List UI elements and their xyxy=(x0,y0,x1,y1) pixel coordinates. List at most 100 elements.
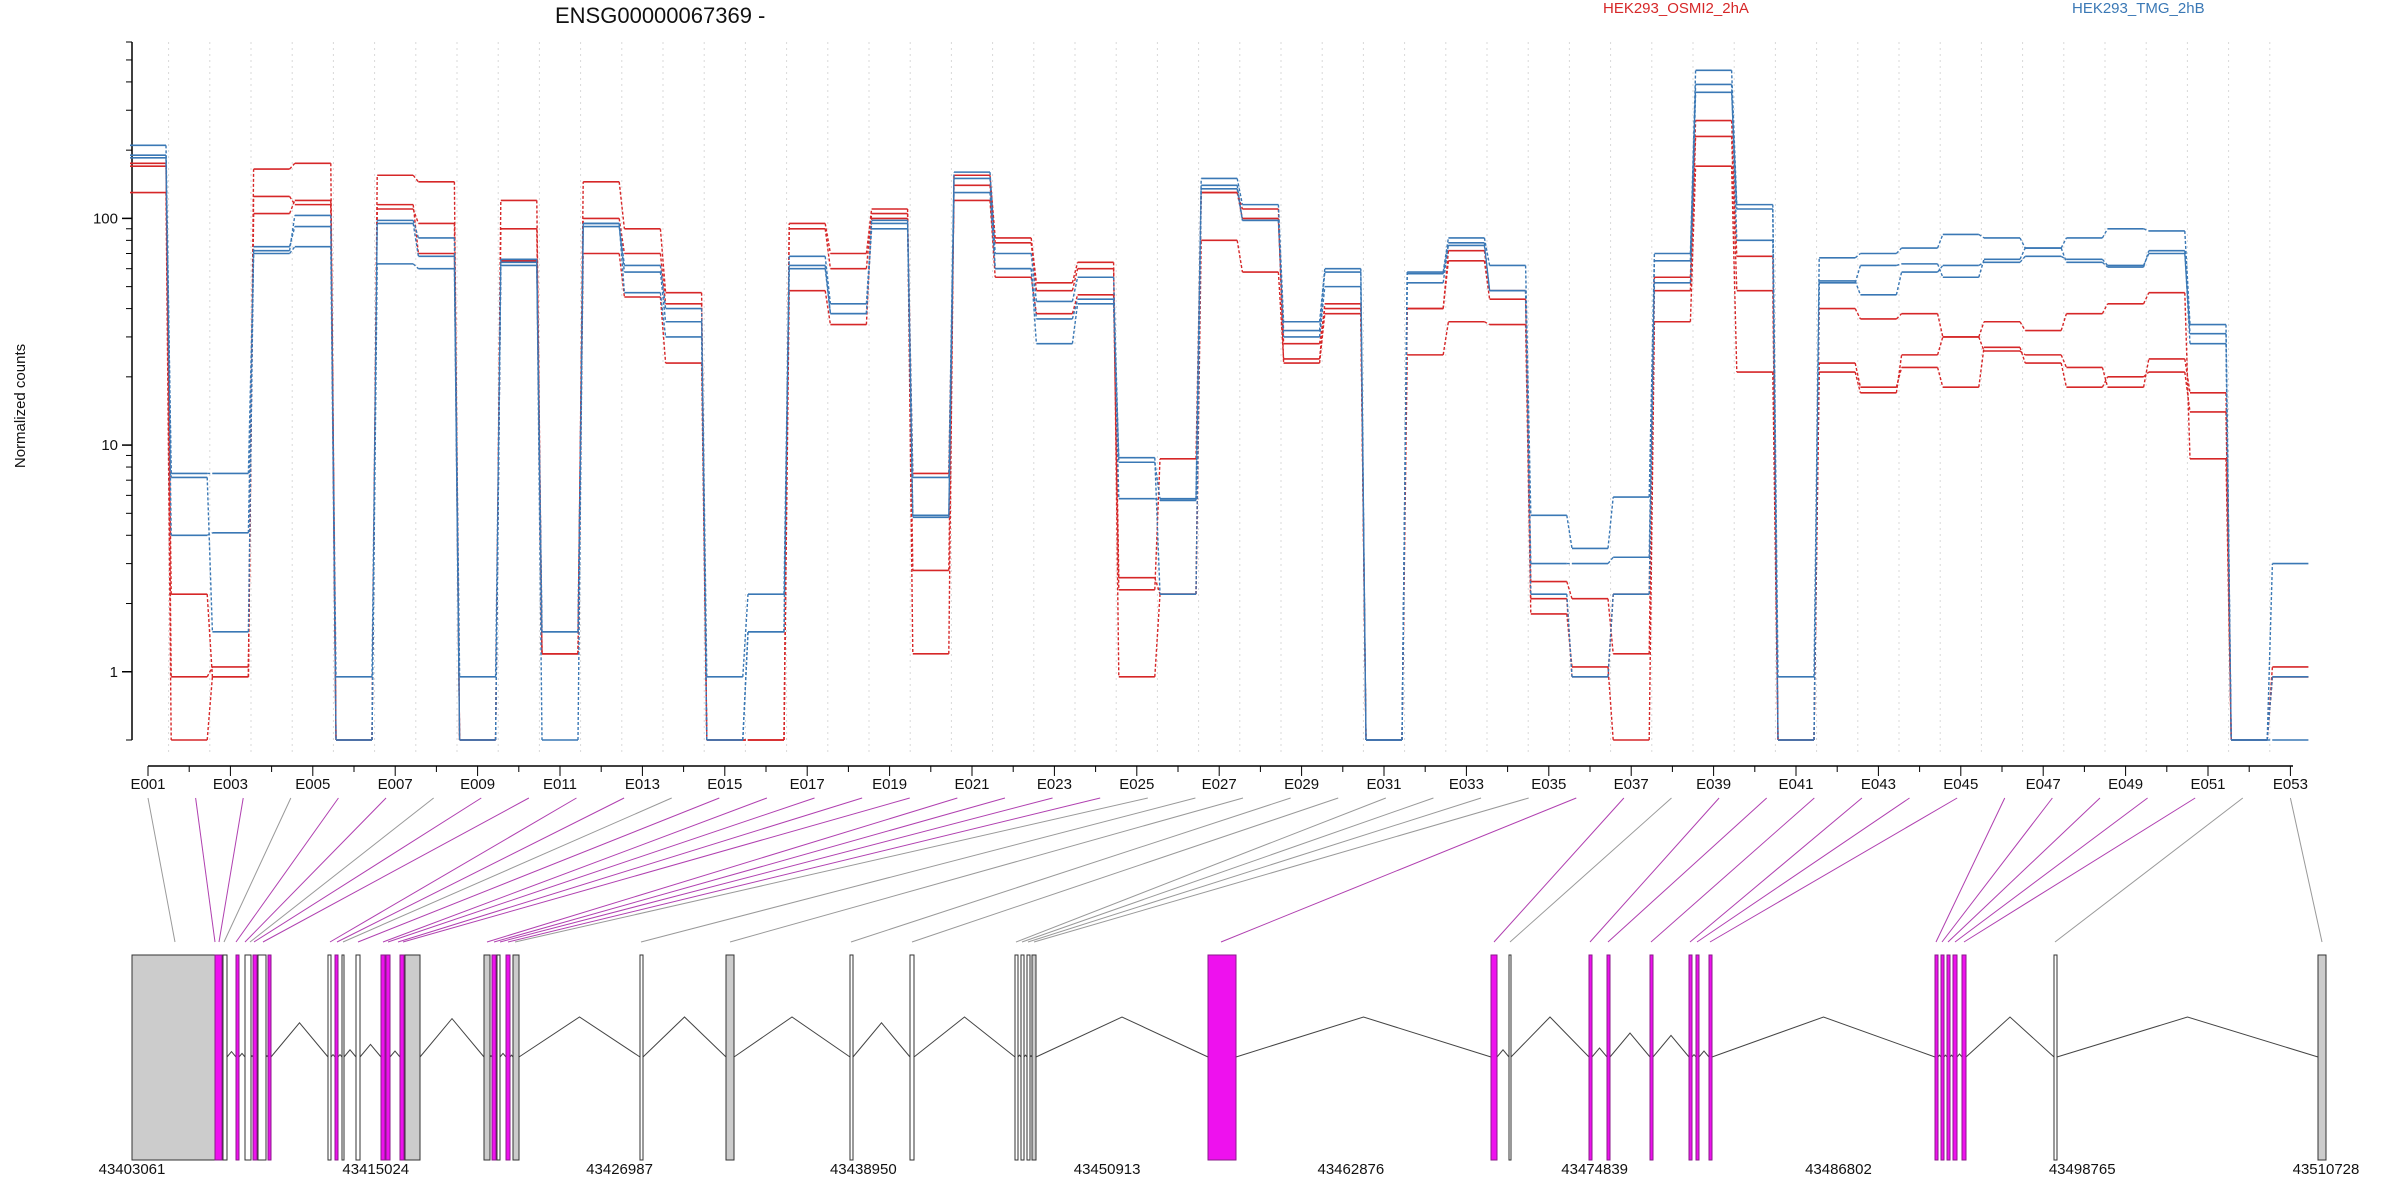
series-5-connector-E005 xyxy=(330,215,337,741)
exon-block-40 xyxy=(1940,954,1945,1161)
y-axis-ticks: 1 10 100 xyxy=(93,41,132,741)
series-0-connector-E039 xyxy=(1730,166,1738,373)
connector-line-16 xyxy=(397,797,863,943)
exon-block-41 xyxy=(1946,954,1951,1161)
connector-line-13 xyxy=(357,797,720,943)
series-5-connector-E049 xyxy=(2142,250,2150,268)
series-3-connector-E049 xyxy=(2143,228,2150,232)
series-4-connector-E037 xyxy=(1648,260,1656,558)
x-tick-label-E041: E041 xyxy=(1778,776,1813,793)
series-2-connector-E014 xyxy=(700,363,708,741)
exon-block-3 xyxy=(222,954,228,1161)
series-2-connector-E043 xyxy=(1895,313,1903,320)
intron-31 xyxy=(1496,1049,1510,1058)
series-0-connector-E050 xyxy=(2184,292,2191,459)
x-tick-label-E045: E045 xyxy=(1943,776,1978,793)
connector-line-10 xyxy=(329,797,577,943)
coordinate-label-43450913: 43450913 xyxy=(1074,1161,1141,1178)
exon-block-5 xyxy=(244,954,252,1161)
series-1-connector-E025 xyxy=(1154,577,1161,595)
legend-tmg: HEK293_TMG_2hB xyxy=(2072,0,2205,17)
coordinate-label-43474839: 43474839 xyxy=(1561,1161,1628,1178)
y-axis-label: Normalized counts xyxy=(12,344,29,468)
series-3-connector-E023 xyxy=(1071,277,1079,302)
exon-block-17 xyxy=(483,954,491,1161)
coordinate-label-43510728: 43510728 xyxy=(2293,1161,2360,1178)
series-3-connector-E002 xyxy=(206,477,214,632)
series-5-connector-E008 xyxy=(453,256,461,741)
connector-line-28 xyxy=(1021,797,1434,943)
series-0-connector-E045 xyxy=(1978,321,1985,338)
x-tick-label-E035: E035 xyxy=(1531,776,1566,793)
series-2-connector-E045 xyxy=(1978,336,1985,352)
exon-block-10 xyxy=(334,954,339,1161)
series-3-connector-E006 xyxy=(371,220,378,677)
series-2-connector-E050 xyxy=(2184,358,2191,393)
series-1-connector-E043 xyxy=(1895,367,1903,388)
series-3-connector-E046 xyxy=(2019,237,2026,249)
exon-block-21 xyxy=(512,954,520,1161)
chart-title: ENSG00000067369 - xyxy=(555,3,765,28)
connector-line-42 xyxy=(1947,797,2101,943)
x-tick-label-E013: E013 xyxy=(625,776,660,793)
series-5-connector-E030 xyxy=(1360,286,1367,741)
intron-24 xyxy=(852,1022,911,1058)
connector-line-31 xyxy=(1220,797,1577,943)
series-1-connector-E029 xyxy=(1318,308,1326,344)
series-3-connector-E016 xyxy=(783,256,790,595)
x-tick-label-E037: E037 xyxy=(1614,776,1649,793)
series-0-connector-E038 xyxy=(1689,166,1697,322)
series-4-connector-E046 xyxy=(2019,255,2026,263)
connector-line-26 xyxy=(911,797,1339,943)
exon-block-33 xyxy=(1588,954,1593,1161)
series-1-connector-E044 xyxy=(1936,367,1944,388)
series-5-connector-E045 xyxy=(1978,259,1985,278)
series-0-connector-E036 xyxy=(1607,666,1614,741)
connector-line-7 xyxy=(249,797,434,943)
series-4-connector-E004 xyxy=(289,246,296,254)
series-5-connector-E029 xyxy=(1318,286,1326,337)
x-tick-label-E001: E001 xyxy=(130,776,165,793)
x-tick-label-E047: E047 xyxy=(2026,776,2061,793)
exon-block-42 xyxy=(1952,954,1958,1161)
series-1-connector-E013 xyxy=(659,253,667,304)
exon-block-37 xyxy=(1695,954,1700,1161)
intron-36 xyxy=(1691,1053,1697,1058)
connector-line-11 xyxy=(336,797,625,943)
series-5-connector-E035 xyxy=(1566,594,1573,677)
exon-block-27 xyxy=(1020,954,1025,1161)
series-4-connector-E052 xyxy=(2266,676,2274,741)
intron-32 xyxy=(1510,1016,1590,1058)
series-3-connector-E015 xyxy=(742,594,749,677)
series-4-connector-E047 xyxy=(2060,255,2067,260)
series-1-connector-E045 xyxy=(1978,347,1985,388)
series-4-connector-E007 xyxy=(412,263,419,270)
series-3-connector-E045 xyxy=(1978,233,1985,239)
connector-line-44 xyxy=(1963,797,2196,943)
intron-16 xyxy=(419,1017,485,1058)
series-HEK293_TMG_2hB-3 xyxy=(130,69,2309,741)
series-1-connector-E047 xyxy=(2060,362,2068,388)
exon-block-31 xyxy=(1490,954,1498,1161)
series-4-connector-E013 xyxy=(659,292,667,338)
exon-block-19 xyxy=(496,954,501,1161)
series-1-connector-E050 xyxy=(2184,371,2191,413)
connector-line-43 xyxy=(1954,797,2148,943)
series-3-connector-E017 xyxy=(824,256,832,304)
series-3-connector-E042 xyxy=(1854,252,1861,259)
y-tick-label-1: 1 xyxy=(110,664,118,681)
coordinate-label-43403061: 43403061 xyxy=(99,1161,166,1178)
series-2-connector-E001 xyxy=(165,192,172,741)
exon-block-23 xyxy=(725,954,735,1161)
intron-12 xyxy=(359,1043,382,1058)
exon-block-30 xyxy=(1207,954,1237,1161)
series-0-connector-E002 xyxy=(206,594,214,677)
intron-21 xyxy=(518,1016,641,1058)
series-5-connector-E043 xyxy=(1896,263,1902,267)
series-2-connector-E007 xyxy=(412,204,420,254)
connector-line-41 xyxy=(1941,797,2053,943)
connector-line-35 xyxy=(1607,797,1768,943)
series-5-connector-E034 xyxy=(1524,290,1532,595)
series-5-connector-E022 xyxy=(1030,268,1038,344)
connector-line-8 xyxy=(253,797,482,943)
